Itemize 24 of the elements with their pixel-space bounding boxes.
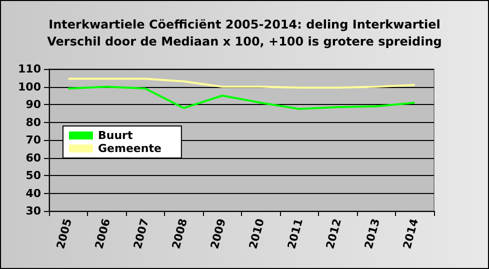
y-tick-label: 50: [26, 169, 42, 182]
x-tick-label: 2012: [324, 217, 344, 250]
x-tick-label: 2007: [131, 217, 152, 250]
legend-label: Gemeente: [98, 142, 162, 155]
chart-title: Interkwartiele Cöefficiënt 2005-2014: deling Interkwartiel Verschil door de Mediaan x 100, +100 is grotere spreiding: [47, 18, 442, 48]
x-tick-label: 2006: [92, 216, 114, 250]
y-tick-label: 60: [26, 151, 42, 164]
y-tick-label: 40: [26, 186, 42, 200]
x-tick-label: 2013: [362, 217, 383, 250]
x-tick-label: 2014: [400, 216, 422, 250]
line-series: [67, 78, 416, 89]
x-tick-label: 2010: [246, 216, 268, 250]
x-tick-label: 2011: [285, 217, 306, 250]
y-tick-label: 70: [26, 134, 42, 146]
legend-label: Buurt: [98, 129, 133, 142]
line-series: [67, 86, 416, 110]
y-tick-label: 100: [18, 80, 42, 94]
x-tick-label: 2009: [208, 217, 229, 250]
x-tick-label: 2005: [54, 217, 75, 250]
y-tick-label: 30: [26, 204, 42, 218]
y-tick-label: 110: [18, 62, 42, 76]
y-tick-label: 90: [26, 98, 42, 111]
x-tick-label: 2008: [170, 217, 190, 250]
y-tick-label: 80: [26, 116, 42, 129]
